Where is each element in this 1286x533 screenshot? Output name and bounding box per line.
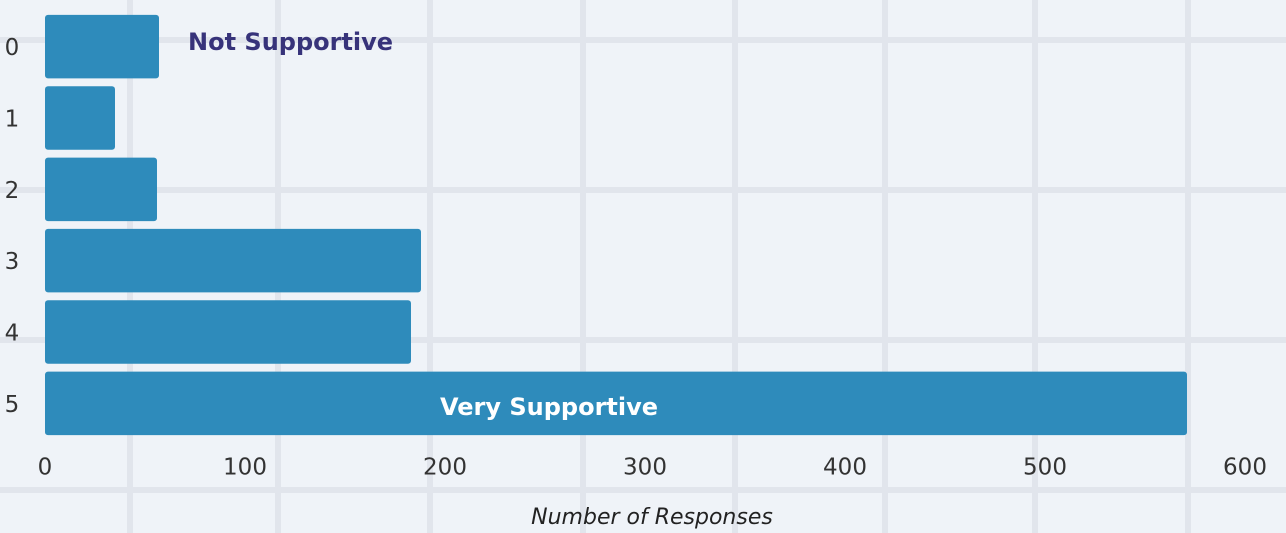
x-tick-label: 300 (623, 455, 667, 481)
x-tick-label: 100 (223, 455, 267, 481)
bar (45, 157, 157, 222)
bar (45, 14, 159, 79)
annotation: Very Supportive (440, 393, 658, 421)
bar (45, 228, 421, 293)
bar (45, 86, 115, 150)
y-tick-label: 3 (5, 249, 20, 275)
x-tick-label: 0 (38, 455, 53, 481)
x-tick-label: 500 (1023, 455, 1067, 481)
bar (45, 300, 411, 364)
y-tick-label: 0 (5, 35, 20, 61)
y-tick-label: 5 (5, 392, 20, 418)
annotation: Not Supportive (188, 28, 393, 56)
bar (45, 371, 1187, 436)
x-axis-label: Number of Responses (531, 505, 773, 530)
y-tick-label: 1 (5, 107, 20, 133)
y-tick-label: 4 (5, 321, 20, 347)
x-tick-label: 400 (823, 455, 867, 481)
y-tick-label: 2 (5, 178, 20, 204)
x-tick-label: 200 (423, 455, 467, 481)
x-tick-label: 600 (1223, 455, 1267, 481)
